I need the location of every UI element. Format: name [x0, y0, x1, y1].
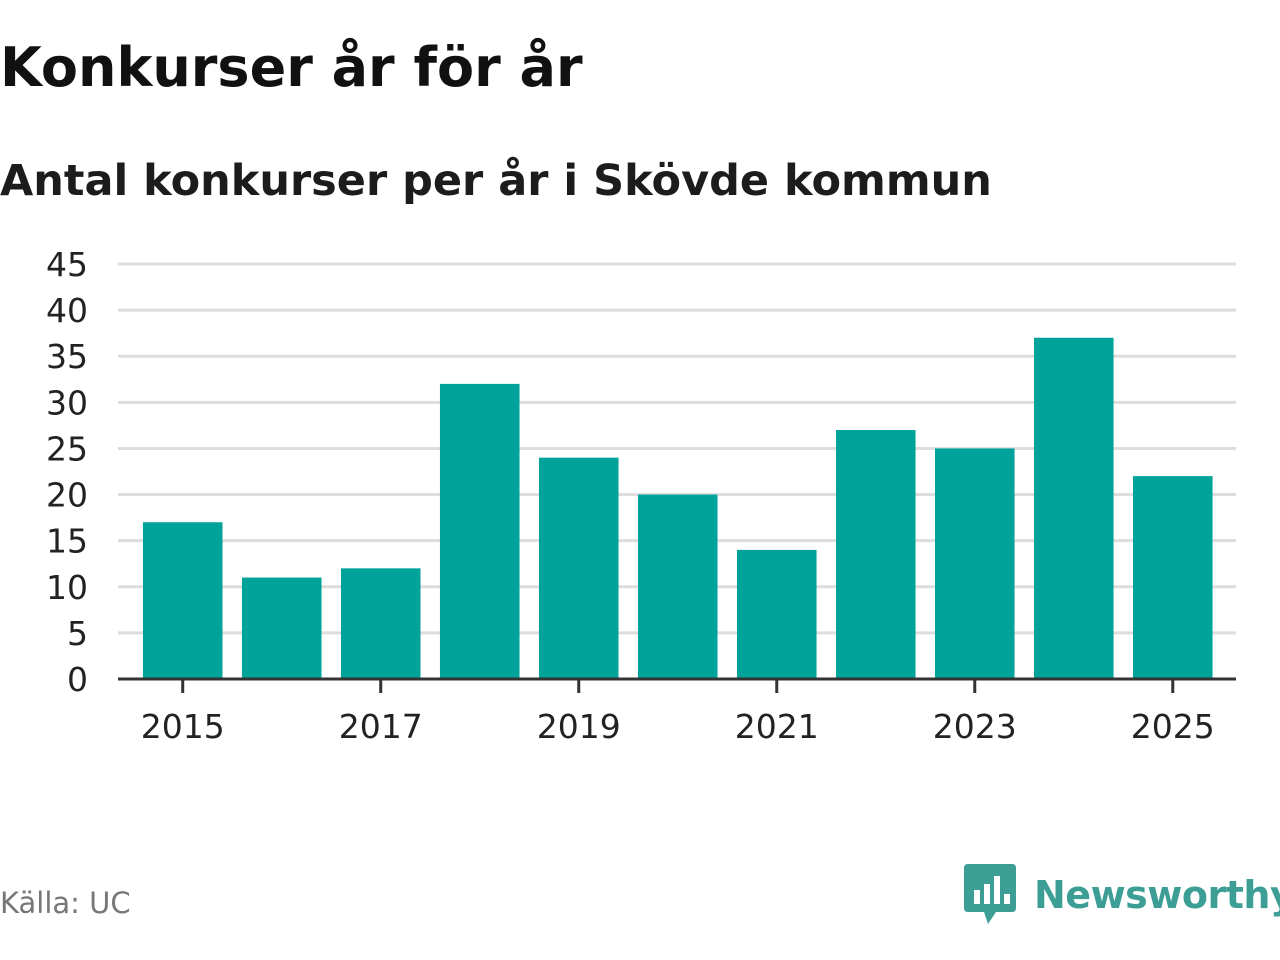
bar-2022: [835, 430, 916, 679]
y-tick-label-25: 25: [46, 429, 88, 468]
y-tick-label-5: 5: [67, 614, 88, 653]
bar-2019: [538, 457, 619, 679]
bar-2015: [142, 522, 223, 679]
source-note: Källa: UC: [0, 886, 131, 920]
x-tick-label-2023: 2023: [933, 707, 1017, 746]
brand-name: Newsworthy: [1034, 873, 1280, 917]
x-tick-label-2017: 2017: [339, 707, 423, 746]
bar-2025: [1132, 476, 1213, 679]
x-tick-label-2015: 2015: [141, 707, 225, 746]
bars: [142, 337, 1213, 679]
chart-subtitle: Antal konkurser per år i Skövde kommun: [0, 156, 992, 206]
bar-2024: [1033, 337, 1114, 679]
y-tick-label-30: 30: [46, 383, 88, 422]
bar-2023: [934, 448, 1015, 679]
bar-2021: [736, 549, 817, 679]
bar-2016: [241, 577, 322, 679]
y-tick-label-20: 20: [46, 476, 88, 515]
bar-2017: [340, 568, 421, 679]
bar-2018: [439, 383, 520, 679]
brand-logo: Newsworthy: [964, 864, 1280, 926]
bar-2020: [637, 494, 718, 679]
y-tick-label-10: 10: [46, 568, 88, 607]
bar-chart-speech-bubble-icon: [964, 864, 1016, 924]
y-tick-label-35: 35: [46, 337, 88, 376]
x-tick-label-2025: 2025: [1131, 707, 1215, 746]
chart-title: Konkurser år för år: [0, 36, 583, 99]
y-tick-label-15: 15: [46, 522, 88, 561]
y-tick-label-0: 0: [67, 660, 88, 699]
x-tick-label-2019: 2019: [537, 707, 621, 746]
y-tick-label-45: 45: [46, 245, 88, 284]
y-tick-label-40: 40: [46, 291, 88, 330]
x-tick-label-2021: 2021: [735, 707, 819, 746]
